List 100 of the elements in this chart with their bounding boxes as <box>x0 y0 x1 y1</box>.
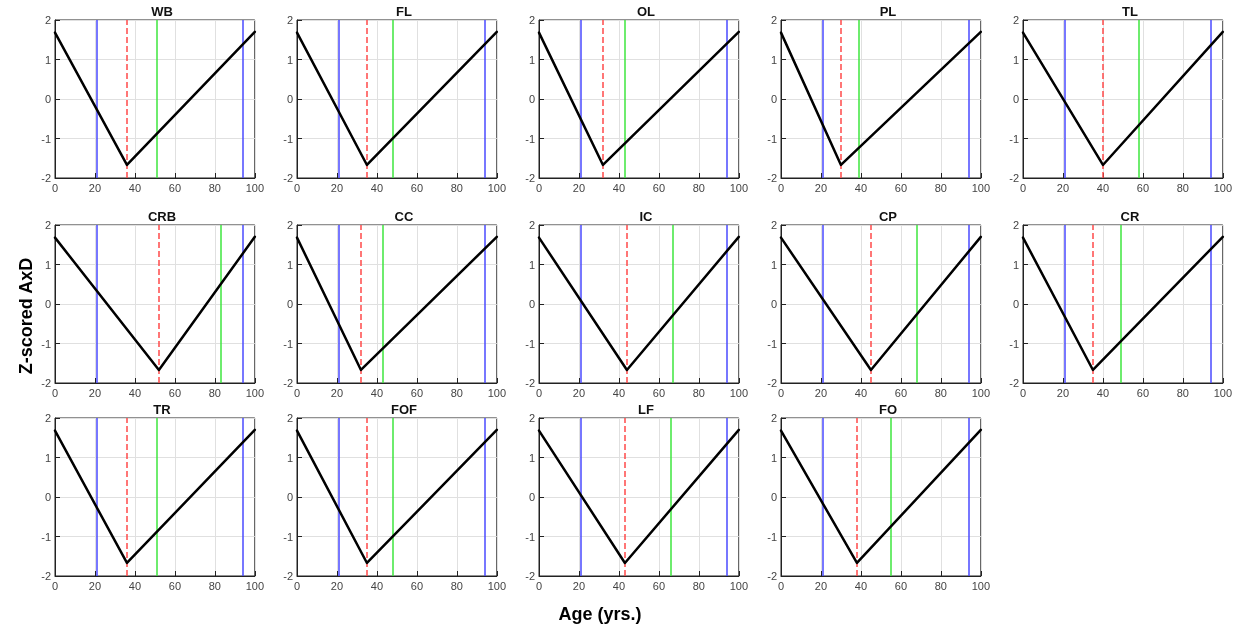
x-tick-label: 40 <box>1096 386 1110 399</box>
x-tick-label: 20 <box>1056 181 1070 194</box>
x-tick-label: 60 <box>168 181 182 194</box>
x-tick-label: 80 <box>934 579 947 592</box>
chart-title: IC <box>639 209 654 224</box>
x-tick-label: 80 <box>692 579 705 592</box>
x-tick-label: 20 <box>1056 386 1070 399</box>
y-tick-label: -2 <box>767 172 777 184</box>
y-tick-label: 2 <box>286 412 293 424</box>
y-tick-label: -1 <box>1009 337 1019 350</box>
x-tick-label: 60 <box>894 181 908 194</box>
x-tick-label: 100 <box>245 579 264 592</box>
x-tick-label: 100 <box>1213 181 1232 194</box>
y-tick-label: -1 <box>525 530 535 543</box>
y-tick-label: 0 <box>770 298 777 310</box>
x-tick-label: 20 <box>330 579 344 592</box>
y-tick-label: 0 <box>528 93 535 105</box>
y-tick-label: 2 <box>286 14 293 26</box>
x-tick-label: 40 <box>612 181 626 194</box>
y-tick-label: 2 <box>44 412 51 424</box>
x-tick-label: 100 <box>487 386 506 399</box>
chart-title: TR <box>153 402 172 417</box>
y-tick-label: -2 <box>525 570 535 582</box>
y-tick-label: -1 <box>283 530 293 543</box>
x-tick-label: 100 <box>971 386 990 399</box>
x-tick-label: 60 <box>410 181 424 194</box>
x-tick-label: 40 <box>854 181 868 194</box>
x-tick-label: 20 <box>814 181 828 194</box>
y-tick-label: -2 <box>1009 377 1019 389</box>
y-tick-label: 0 <box>770 93 777 105</box>
x-tick-label: 100 <box>729 181 748 194</box>
y-tick-label: 1 <box>44 258 51 271</box>
y-tick-label: -2 <box>41 570 51 582</box>
x-tick-label: 20 <box>88 181 102 194</box>
y-tick-label: 2 <box>770 412 777 424</box>
y-tick-label: -2 <box>1009 172 1019 184</box>
y-tick-label: 0 <box>286 491 293 503</box>
y-tick-label: -2 <box>41 172 51 184</box>
x-tick-label: 20 <box>814 579 828 592</box>
y-tick-label: -2 <box>767 570 777 582</box>
y-tick-label: 2 <box>528 14 535 26</box>
y-tick-label: 1 <box>770 258 777 271</box>
y-tick-label: 0 <box>44 93 51 105</box>
x-tick-label: 60 <box>652 579 666 592</box>
x-tick-label: 40 <box>854 386 868 399</box>
y-tick-label: 1 <box>770 53 777 66</box>
y-tick-label: -2 <box>525 377 535 389</box>
y-tick-label: 2 <box>286 219 293 231</box>
y-tick-label: -1 <box>41 337 51 350</box>
x-tick-label: 80 <box>208 181 221 194</box>
x-tick-label: 80 <box>450 579 463 592</box>
x-tick-label: 40 <box>128 386 142 399</box>
y-tick-label: 0 <box>1012 298 1019 310</box>
y-tick-label: 0 <box>1012 93 1019 105</box>
x-tick-label: 60 <box>652 386 666 399</box>
x-tick-label: 40 <box>612 579 626 592</box>
y-tick-label: 2 <box>770 14 777 26</box>
y-tick-label: 0 <box>44 491 51 503</box>
y-tick-label: 1 <box>286 53 293 66</box>
y-tick-label: 0 <box>286 298 293 310</box>
x-tick-label: 40 <box>128 181 142 194</box>
x-tick-label: 20 <box>88 579 102 592</box>
chart-title: CC <box>394 209 414 224</box>
y-tick-label: 0 <box>528 491 535 503</box>
y-tick-label: 1 <box>286 258 293 271</box>
x-tick-label: 40 <box>854 579 868 592</box>
y-tick-label: -2 <box>283 172 293 184</box>
x-tick-label: 40 <box>370 579 384 592</box>
y-tick-label: -2 <box>525 172 535 184</box>
x-tick-label: 60 <box>410 386 424 399</box>
y-tick-label: -2 <box>283 377 293 389</box>
x-tick-label: 80 <box>692 386 705 399</box>
x-tick-label: 100 <box>729 386 748 399</box>
y-tick-label: 2 <box>528 219 535 231</box>
x-tick-label: 40 <box>370 386 384 399</box>
chart-title: CP <box>878 209 898 224</box>
y-tick-label: -1 <box>41 132 51 145</box>
y-tick-label: 2 <box>1012 219 1019 231</box>
x-tick-label: 60 <box>894 386 908 399</box>
y-tick-label: 2 <box>44 219 51 231</box>
y-tick-label: 0 <box>770 491 777 503</box>
x-tick-label: 100 <box>1213 386 1232 399</box>
chart-title: CRB <box>147 209 177 224</box>
y-tick-label: 1 <box>44 451 51 464</box>
x-tick-label: 80 <box>934 386 947 399</box>
x-tick-label: 20 <box>572 181 586 194</box>
x-axis-title: Age (yrs.) <box>557 604 643 625</box>
y-tick-label: -1 <box>767 337 777 350</box>
x-tick-label: 40 <box>370 181 384 194</box>
chart-title: FO <box>878 402 898 417</box>
chart-title: FOF <box>391 402 418 417</box>
x-tick-label: 60 <box>168 386 182 399</box>
y-tick-label: -1 <box>767 132 777 145</box>
y-tick-label: 1 <box>286 451 293 464</box>
y-tick-label: 2 <box>1012 14 1019 26</box>
y-tick-label: 2 <box>528 412 535 424</box>
y-tick-label: 2 <box>44 14 51 26</box>
y-tick-label: -1 <box>525 337 535 350</box>
x-tick-label: 100 <box>245 181 264 194</box>
x-tick-label: 100 <box>971 181 990 194</box>
